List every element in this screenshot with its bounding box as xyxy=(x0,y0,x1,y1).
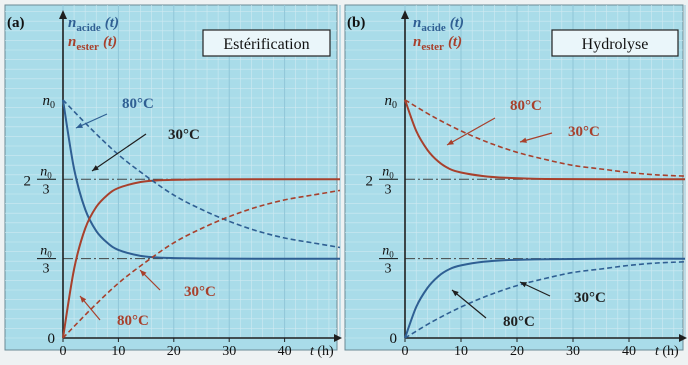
x-tick-label: 40 xyxy=(622,344,636,359)
y-tick-label: 2 n0 3 xyxy=(366,164,398,197)
x-axis-arrow xyxy=(679,334,687,342)
annotation-leader xyxy=(91,133,147,172)
annotation-arrowhead xyxy=(447,139,454,145)
x-tick-label: 10 xyxy=(454,344,468,359)
y-tick-text: 0 xyxy=(48,331,56,347)
annotation-label: 80°C xyxy=(122,96,154,112)
series-ester-80c-solid xyxy=(62,178,340,339)
series-acide-80c-solid xyxy=(404,257,686,339)
y-tick-label: 0 xyxy=(390,331,398,347)
y-tick-text: n0 xyxy=(385,93,398,111)
y-tick-label: 2 n0 3 xyxy=(24,164,56,197)
annotation-arrowhead xyxy=(520,282,527,288)
y-tick-text: 3 xyxy=(43,182,50,197)
y-tick-label: n0 xyxy=(43,93,56,111)
series-ester-80c-solid xyxy=(404,99,685,181)
series-acide-80c-solid xyxy=(62,99,341,260)
y-tick-text: n0 xyxy=(382,244,394,260)
y-tick-text: n0 xyxy=(40,164,52,180)
legend-entry: nacide (t) xyxy=(68,15,119,34)
x-tick-label: 10 xyxy=(111,344,125,359)
x-tick-label: 20 xyxy=(167,344,181,359)
grid xyxy=(5,5,341,339)
chart-title: Hydrolyse xyxy=(582,36,649,53)
series-ester-30c-dashed xyxy=(404,99,686,177)
x-tick-label: 30 xyxy=(222,344,236,359)
annotation-leader xyxy=(451,289,487,319)
y-tick-text: n0 xyxy=(40,244,52,260)
y-tick-label: n03 xyxy=(379,244,398,277)
x-tick-label: 20 xyxy=(510,344,524,359)
y-tick-text: 2 xyxy=(24,173,32,189)
title-box xyxy=(202,29,331,57)
y-tick-text: 2 xyxy=(366,173,374,189)
y-tick-label: n03 xyxy=(37,244,56,277)
annotation-leader xyxy=(446,117,496,146)
annotation-arrowhead xyxy=(452,290,459,297)
annotation-arrowhead xyxy=(140,270,147,277)
series-ester-30c-dashed xyxy=(62,189,341,339)
series-acide-30c-dashed xyxy=(404,261,686,339)
x-tick-label: 0 xyxy=(402,344,409,359)
legend: nacide (t)nester (t) xyxy=(68,15,119,53)
annotation-arrowhead xyxy=(92,165,99,171)
x-axis-label: t (h) xyxy=(310,344,334,359)
series-acide-30c-dashed xyxy=(62,99,341,249)
legend-entry: nester (t) xyxy=(68,34,117,53)
y-tick-text: 3 xyxy=(385,262,392,277)
panel-frame xyxy=(4,4,338,351)
chart-title: Estérification xyxy=(223,36,309,53)
x-tick-label: 40 xyxy=(278,344,292,359)
annotation-label: 30°C xyxy=(574,290,606,306)
annotation-label: 30°C xyxy=(168,127,200,143)
y-axis-arrow xyxy=(401,10,409,19)
legend-entry: nacide (t) xyxy=(413,15,464,34)
annotation-arrowhead xyxy=(80,296,87,303)
annotation-label: 80°C xyxy=(503,314,535,330)
y-tick-text: n0 xyxy=(382,164,394,180)
annotation-label: 80°C xyxy=(510,98,542,114)
annotation-label: 80°C xyxy=(117,313,149,329)
annotation-label: 30°C xyxy=(184,284,216,300)
y-tick-text: 3 xyxy=(385,182,392,197)
legend: nacide (t)nester (t) xyxy=(413,15,464,53)
y-axis-arrow xyxy=(59,10,67,19)
panel-label: (b) xyxy=(347,15,365,31)
y-tick-text: n0 xyxy=(43,93,56,111)
title-box xyxy=(551,29,679,57)
grid xyxy=(345,5,686,339)
x-axis-label: t (h) xyxy=(655,344,679,359)
annotation-label: 30°C xyxy=(568,124,600,140)
annotation-arrowhead xyxy=(520,137,527,143)
y-tick-label: n0 xyxy=(385,93,398,111)
x-tick-label: 0 xyxy=(60,344,67,359)
annotation-arrowhead xyxy=(76,122,83,128)
legend-entry: nester (t) xyxy=(413,34,462,53)
y-tick-text: 3 xyxy=(43,262,50,277)
x-tick-label: 30 xyxy=(566,344,580,359)
panel-label: (a) xyxy=(7,15,25,31)
y-tick-text: 0 xyxy=(390,331,398,347)
y-tick-label: 0 xyxy=(48,331,56,347)
x-axis-arrow xyxy=(334,334,342,342)
